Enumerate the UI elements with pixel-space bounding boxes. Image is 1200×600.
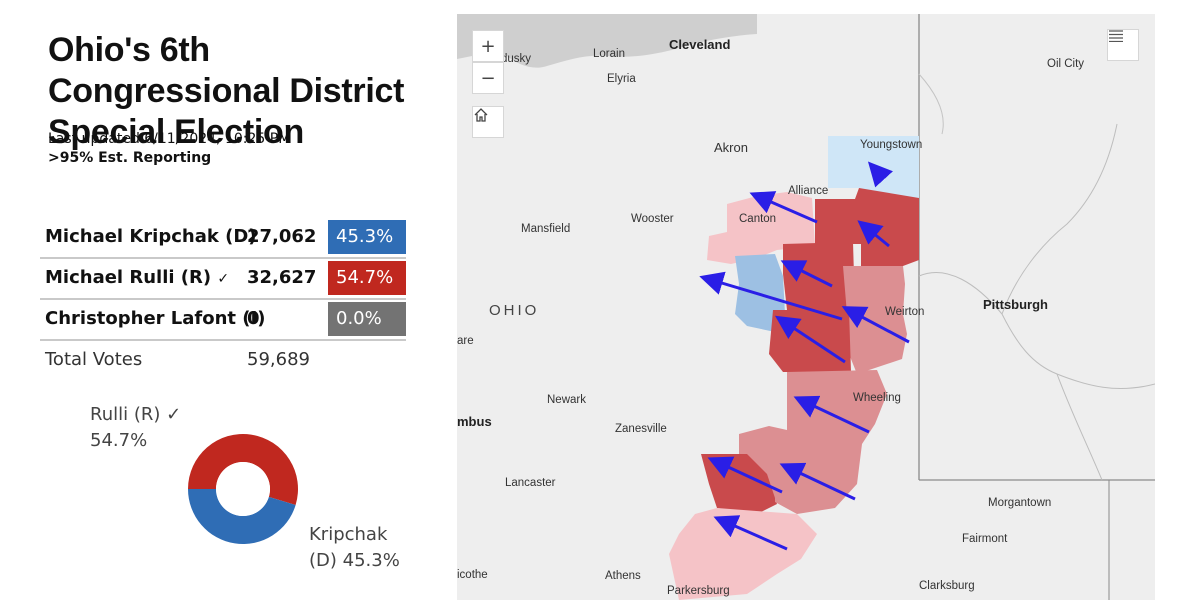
- place-label-mansfield: Mansfield: [521, 223, 570, 235]
- place-label-clarksburg: Clarksburg: [919, 580, 975, 592]
- total-label: Total Votes: [45, 349, 143, 370]
- zoom-in-button[interactable]: +: [472, 30, 504, 62]
- donut-label-kripchak: Kripchak (D) 45.3%: [309, 522, 400, 574]
- donut-label-rulli-name: Rulli (R) ✓: [90, 404, 182, 425]
- river: [1056, 373, 1103, 481]
- river: [1001, 123, 1118, 315]
- candidate-pct-badge: 54.7%: [328, 261, 406, 295]
- shift-arrow: [749, 191, 818, 224]
- state-label-ohio: OHIO: [489, 302, 539, 319]
- place-label-canton: Canton: [739, 213, 776, 225]
- river: [918, 73, 944, 135]
- candidate-row-kripchak: Michael Kripchak (D) 27,062 45.3%: [40, 218, 406, 259]
- county-washington: [669, 508, 817, 600]
- place-label-oil-city: Oil City: [1047, 58, 1084, 70]
- place-label-chillicothe: icothe: [457, 569, 488, 581]
- shift-arrow: [867, 161, 893, 188]
- layer-list-button[interactable]: [1107, 29, 1139, 61]
- place-label-wooster: Wooster: [631, 213, 674, 225]
- county-jefferson: [843, 266, 907, 374]
- results-table: Michael Kripchak (D) 27,062 45.3% Michae…: [40, 218, 406, 380]
- place-label-akron: Akron: [714, 140, 748, 155]
- candidate-votes: 27,062: [247, 226, 317, 247]
- donut-label-rulli: Rulli (R) ✓ 54.7%: [90, 402, 181, 454]
- county-belmont: [787, 370, 887, 446]
- place-label-morgantown: Morgantown: [988, 497, 1051, 509]
- candidate-row-rulli: Michael Rulli (R) ✓ 32,627 54.7%: [40, 259, 406, 300]
- zoom-out-button[interactable]: −: [472, 62, 504, 94]
- donut-chart: [188, 434, 298, 544]
- home-icon: [474, 108, 488, 122]
- county-carroll: [783, 242, 855, 310]
- shift-arrow: [793, 395, 870, 434]
- map-canvas[interactable]: Cleveland dusky Lorain Elyria Akron Youn…: [457, 14, 1155, 600]
- shift-arrow: [713, 515, 788, 551]
- donut-hole: [216, 462, 270, 516]
- place-label-marion: are: [457, 335, 474, 347]
- place-label-columbus: mbus: [457, 414, 492, 429]
- place-label-alliance: Alliance: [788, 185, 828, 197]
- home-button[interactable]: [472, 106, 504, 138]
- place-label-wheeling: Wheeling: [853, 392, 901, 404]
- candidate-votes: 32,627: [247, 267, 317, 288]
- place-label-lancaster: Lancaster: [505, 477, 556, 489]
- place-label-lorain: Lorain: [593, 48, 625, 60]
- lake-erie: [457, 14, 757, 68]
- place-label-sandusky: dusky: [501, 53, 531, 65]
- page-title: Ohio's 6th Congressional District Specia…: [48, 31, 405, 151]
- candidate-pct-badge: 45.3%: [328, 220, 406, 254]
- candidate-name: Christopher Lafont (I): [45, 308, 266, 329]
- donut-label-kripchak-pct: (D) 45.3%: [309, 550, 400, 571]
- total-votes: 59,689: [247, 349, 310, 370]
- shift-arrow: [707, 456, 783, 494]
- place-label-weirton: Weirton: [885, 306, 924, 318]
- results-panel: Ohio's 6th Congressional District Specia…: [0, 0, 440, 600]
- candidate-name: Michael Kripchak (D): [45, 226, 257, 247]
- candidate-row-lafont: Christopher Lafont (I) 0 0.0%: [40, 300, 406, 341]
- place-label-zanesville: Zanesville: [615, 423, 667, 435]
- candidate-votes: 0: [247, 308, 260, 329]
- shift-arrow: [779, 462, 856, 501]
- place-label-elyria: Elyria: [607, 73, 636, 85]
- shift-arrow: [774, 315, 846, 364]
- place-label-youngstown: Youngstown: [860, 139, 922, 151]
- place-label-fairmont: Fairmont: [962, 533, 1008, 545]
- candidate-name: Michael Rulli (R) ✓: [45, 267, 230, 288]
- vote-share-donut: Rulli (R) ✓ 54.7% Kripchak (D) 45.3%: [0, 390, 440, 600]
- donut-label-rulli-pct: 54.7%: [90, 430, 148, 451]
- last-updated: Last updated 6/11/2024, 10:25 PM: [48, 131, 291, 147]
- donut-slice-kripchak: [188, 489, 296, 544]
- place-label-cleveland: Cleveland: [669, 37, 730, 52]
- donut-slice-rulli: [188, 434, 298, 506]
- place-label-newark: Newark: [547, 394, 586, 406]
- shift-arrow: [857, 220, 890, 248]
- county-monroe: [775, 444, 862, 514]
- place-label-pittsburgh: Pittsburgh: [983, 297, 1048, 312]
- district-map[interactable]: Cleveland dusky Lorain Elyria Akron Youn…: [457, 14, 1155, 600]
- shift-arrow: [841, 306, 910, 344]
- shift-arrow: [699, 271, 843, 321]
- total-votes-row: Total Votes 59,689: [40, 341, 406, 380]
- shift-arrow: [780, 260, 833, 288]
- donut-label-kripchak-name: Kripchak: [309, 524, 388, 545]
- list-icon: [1109, 30, 1123, 42]
- place-label-parkersburg: Parkersburg: [667, 585, 730, 597]
- shift-arrows: [699, 161, 910, 551]
- winner-check-icon: ✓: [217, 271, 230, 287]
- place-label-athens: Athens: [605, 570, 641, 582]
- river: [918, 271, 1155, 389]
- candidate-pct-badge: 0.0%: [328, 302, 406, 336]
- reporting-status: >95% Est. Reporting: [48, 150, 212, 166]
